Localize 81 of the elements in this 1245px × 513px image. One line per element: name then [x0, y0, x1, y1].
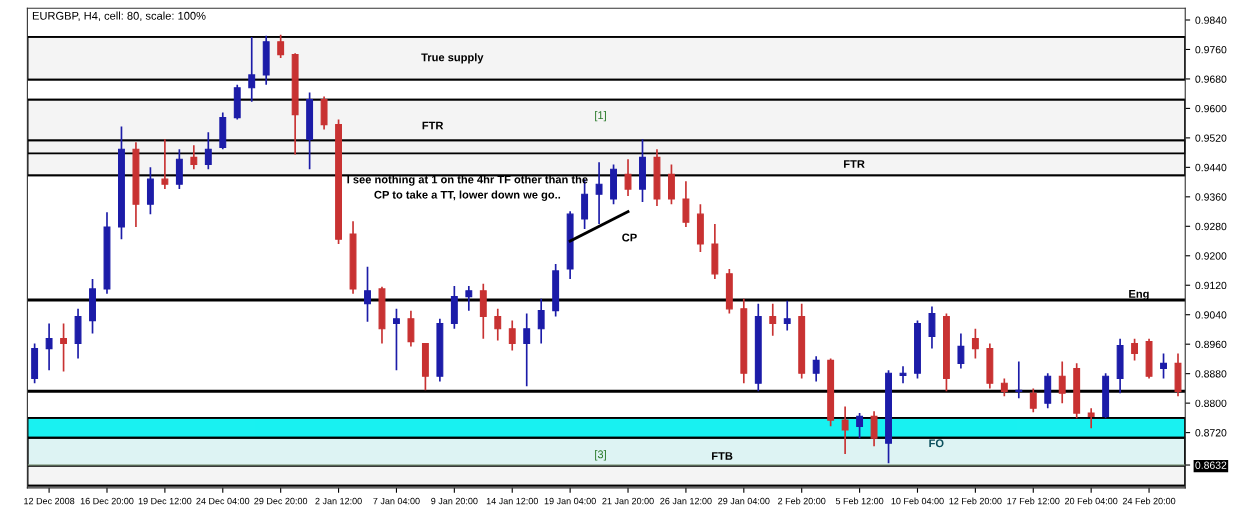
y-tick-label: 0.9280: [1195, 222, 1227, 231]
candlestick: [60, 322, 68, 373]
x-tick-label: 29 Dec 20:00: [254, 497, 308, 505]
x-tick-label: 9 Jan 20:00: [431, 497, 478, 505]
x-tick-label: 2 Jan 12:00: [315, 497, 362, 505]
x-tick-label: 12 Feb 20:00: [949, 497, 1002, 505]
chart-title: EURGBP, H4, cell: 80, scale: 100%: [32, 11, 206, 22]
annotation: [3]: [595, 450, 606, 461]
x-tick-label: 29 Jan 04:00: [718, 497, 770, 505]
candlestick: [841, 405, 849, 455]
ref-line-label: Eng: [1129, 289, 1149, 300]
candlestick: [277, 33, 285, 59]
candlestick: [769, 302, 777, 337]
y-tick-label: 0.8880: [1195, 370, 1227, 378]
candlestick: [494, 307, 502, 342]
y-tick-label: 0.8720: [1195, 429, 1227, 437]
candlestick: [595, 161, 603, 225]
y-tick-label: 0.9360: [1195, 193, 1227, 201]
band-label: FO: [929, 439, 944, 448]
y-tick-label: 0.9840: [1195, 16, 1227, 24]
candlestick: [928, 305, 936, 350]
candlestick: [812, 355, 820, 383]
x-tick-label: 24 Feb 20:00: [1122, 497, 1176, 505]
annotation: CP: [622, 233, 637, 242]
y-tick-label: 0.9600: [1195, 104, 1227, 113]
band-label: FTB: [712, 452, 733, 460]
x-tick-label: 5 Feb 12:00: [835, 497, 884, 505]
candlestick: [364, 265, 371, 323]
band-label: FTR: [422, 121, 444, 130]
candlestick: [1160, 352, 1167, 380]
x-tick-label: 12 Dec 2008: [24, 497, 75, 505]
x-tick-label: 19 Jan 04:00: [544, 497, 596, 505]
band-label: FTR: [844, 160, 865, 168]
x-tick-label: 19 Dec 12:00: [138, 497, 192, 505]
y-tick-label: 0.9040: [1195, 311, 1227, 319]
candlestick: [161, 138, 169, 190]
candlestick: [856, 412, 864, 439]
candlestick: [393, 307, 400, 372]
annotation: I see nothing at 1 on the 4hr TF other than the CP to take a TT, lower down we go..: [347, 175, 588, 201]
candlestick: [1029, 387, 1037, 414]
candlestick: [624, 158, 632, 197]
candlestick: [899, 365, 907, 385]
candlestick: [407, 309, 415, 348]
candlestick: [204, 131, 212, 171]
candlestick: [465, 285, 473, 312]
candlestick: [682, 180, 690, 228]
y-tick-label: 0.9760: [1195, 45, 1227, 54]
x-tick-label: 26 Jan 12:00: [660, 497, 712, 505]
y-tick-label: 0.8800: [1195, 399, 1227, 408]
y-tick-label: 0.9200: [1195, 252, 1227, 260]
candlestick: [190, 144, 198, 171]
x-tick-label: 24 Dec 04:00: [196, 497, 250, 505]
x-tick-label: 16 Dec 20:00: [80, 497, 134, 505]
x-tick-label: 17 Feb 12:00: [1007, 497, 1060, 505]
candlestick: [1087, 407, 1095, 430]
x-tick-label: 14 Jan 12:00: [486, 497, 538, 505]
candlestick: [870, 410, 878, 448]
candlestick: [537, 298, 545, 345]
candlestick: [783, 299, 791, 332]
x-tick-label: 7 Jan 04:00: [373, 497, 420, 505]
x-tick-label: 20 Feb 04:00: [1065, 497, 1118, 505]
candlestick: [1058, 360, 1066, 404]
annotation: [1]: [595, 110, 606, 122]
candlestick: [508, 319, 516, 352]
x-tick-label: 2 Feb 20:00: [778, 497, 826, 505]
y-tick-label: 0.9120: [1195, 281, 1227, 290]
candlestick: [248, 36, 256, 103]
y-tick-label: 0.9440: [1195, 163, 1227, 172]
x-tick-label: 10 Feb 04:00: [891, 497, 944, 505]
candlestick: [1015, 360, 1023, 400]
candlestick: [1131, 337, 1139, 362]
candlestick: [957, 332, 965, 370]
band-label: True supply: [421, 53, 484, 64]
candlestick: [971, 327, 979, 360]
candlestick: [45, 322, 53, 372]
x-tick-label: 21 Jan 20:00: [602, 497, 654, 505]
y-tick-label: 0.8632: [1195, 461, 1227, 469]
y-tick-label: 0.9520: [1195, 134, 1227, 142]
y-tick-label: 0.8960: [1195, 340, 1227, 349]
candlestick: [523, 312, 531, 388]
y-tick-label: 0.9680: [1195, 75, 1227, 83]
